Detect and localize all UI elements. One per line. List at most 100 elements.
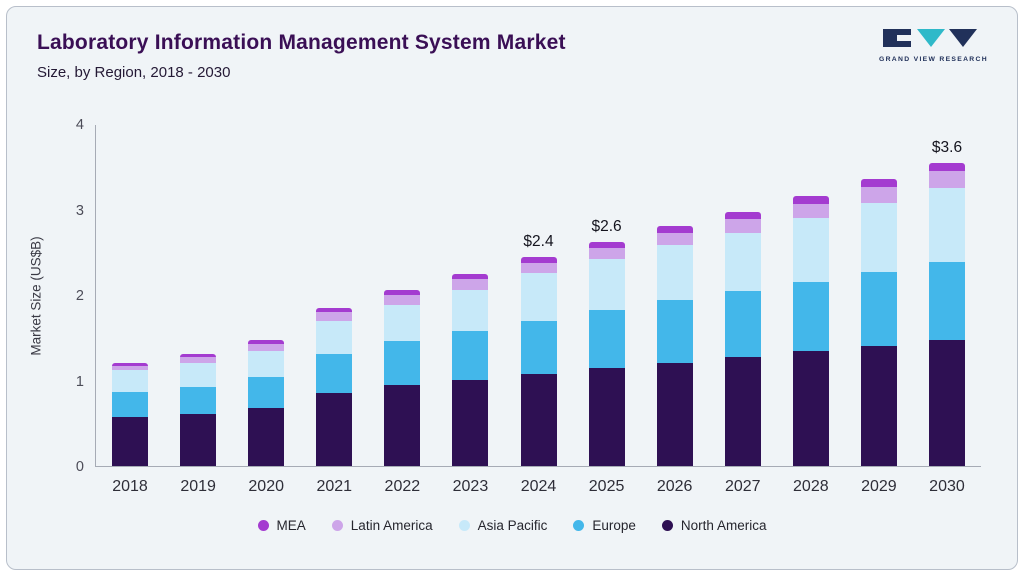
bar-segment-north-america: [928, 340, 965, 466]
legend-item-latin-america: Latin America: [331, 518, 433, 533]
value-annotation: $2.6: [591, 218, 622, 236]
bar-segment-asia-pacific: [112, 370, 149, 393]
bar-column: [300, 125, 368, 466]
stacked-bar: [724, 212, 761, 466]
bar-segment-latin-america: [928, 171, 965, 189]
legend-label: Europe: [592, 518, 636, 533]
bar-segment-north-america: [180, 413, 217, 466]
bar-segment-asia-pacific: [384, 305, 421, 342]
brand-name: GRAND VIEW RESEARCH: [879, 56, 988, 63]
bar-segment-north-america: [452, 379, 489, 466]
bar-segment-north-america: [860, 346, 897, 466]
bar-segment-latin-america: [180, 357, 217, 363]
x-axis-label: 2030: [929, 478, 965, 495]
x-axis-label: 2026: [656, 478, 693, 495]
bar-column: $2.4: [504, 125, 572, 466]
bar-segment-europe: [792, 282, 829, 352]
x-axis-label: 2020: [248, 478, 284, 495]
bar-segment-latin-america: [452, 278, 489, 290]
stacked-bar: [860, 178, 897, 466]
bar-segment-asia-pacific: [588, 259, 625, 310]
chart-header: Laboratory Information Management System…: [37, 31, 566, 81]
bar-column: [164, 125, 232, 466]
bar-segment-latin-america: [248, 343, 285, 351]
bar-segment-mea: [452, 273, 489, 279]
bar-column: [368, 125, 436, 466]
bar-segment-europe: [112, 392, 149, 418]
bar-segment-europe: [316, 354, 353, 394]
bar-segment-north-america: [792, 351, 829, 466]
bar-segment-asia-pacific: [520, 272, 557, 321]
bar-segment-asia-pacific: [724, 232, 761, 291]
bar-segment-mea: [656, 225, 693, 233]
y-tick-label: 4: [75, 117, 84, 133]
bar-segment-mea: [792, 195, 829, 204]
bar-segment-europe: [180, 387, 217, 414]
stacked-bar: [316, 307, 353, 466]
bar-segment-north-america: [724, 357, 761, 466]
x-axis-label: 2022: [384, 478, 421, 495]
bar-segment-latin-america: [316, 312, 353, 321]
bar-segment-asia-pacific: [316, 320, 353, 354]
legend-swatch-icon: [573, 520, 585, 531]
y-tick-label: 3: [75, 202, 84, 219]
bar-segment-mea: [248, 339, 285, 344]
bar-segment-europe: [656, 300, 693, 363]
stacked-bar: [452, 273, 489, 466]
legend-item-north-america: North America: [661, 518, 767, 533]
stacked-bar: [112, 363, 149, 466]
bar-segment-asia-pacific: [928, 188, 965, 262]
plot-area: Market Size (US$B) 0 1 2 3 4 $2.4 $2.6 $3.6 20…: [29, 117, 981, 495]
x-axis-label: 2018: [112, 478, 148, 495]
stacked-bar: [520, 257, 557, 466]
bar-segment-asia-pacific: [656, 245, 693, 301]
bar-segment-mea: [724, 212, 761, 219]
legend-swatch-icon: [331, 520, 343, 531]
bar-segment-north-america: [520, 373, 557, 466]
bar-segment-north-america: [316, 393, 353, 466]
bar-segment-latin-america: [112, 366, 149, 371]
x-axis-label: 2029: [861, 478, 897, 495]
bar-column: $3.6: [913, 125, 981, 466]
bar-segment-latin-america: [520, 262, 557, 273]
legend-swatch-icon: [458, 520, 470, 531]
stacked-bar: [384, 289, 421, 466]
bar-segment-mea: [520, 257, 557, 263]
bar-segment-europe: [588, 309, 625, 368]
bar-segment-north-america: [588, 367, 625, 466]
x-axis-label: 2024: [520, 478, 557, 495]
bar-segment-latin-america: [656, 232, 693, 246]
bar-column: [436, 125, 504, 466]
x-axis-label: 2023: [452, 478, 489, 495]
stacked-bar: [180, 354, 217, 466]
bar-segment-mea: [860, 178, 897, 188]
bar-segment-europe: [248, 377, 285, 408]
bar-column: [96, 125, 164, 466]
y-axis-title: Market Size (US$B): [28, 235, 44, 356]
stacked-bar: [792, 195, 829, 466]
bar-segment-asia-pacific: [180, 362, 217, 388]
bar-segment-north-america: [656, 362, 693, 466]
bar-segment-europe: [452, 330, 489, 380]
legend-label: Latin America: [350, 518, 433, 533]
bar-segment-north-america: [384, 384, 421, 466]
bar-segment-asia-pacific: [452, 289, 489, 331]
bar-segment-mea: [180, 354, 217, 358]
bar-column: [777, 125, 845, 466]
legend-label: North America: [680, 518, 767, 533]
bar-segment-mea: [384, 289, 421, 296]
x-axis-label: 2027: [724, 478, 761, 495]
bar-segment-asia-pacific: [860, 202, 897, 272]
bar-column: [641, 125, 709, 466]
legend-item-mea: MEA: [257, 518, 306, 533]
bar-segment-europe: [520, 320, 557, 374]
legend-item-europe: Europe: [573, 518, 636, 533]
bar-segment-europe: [724, 290, 761, 358]
legend-swatch-icon: [661, 520, 673, 531]
bar-segment-north-america: [112, 417, 149, 466]
bar-segment-mea: [316, 307, 353, 313]
bars-region: $2.4 $2.6 $3.6: [96, 125, 981, 466]
legend-label: Asia Pacific: [477, 518, 548, 533]
bar-column: $2.6: [573, 125, 641, 466]
bar-segment-latin-america: [588, 248, 625, 260]
